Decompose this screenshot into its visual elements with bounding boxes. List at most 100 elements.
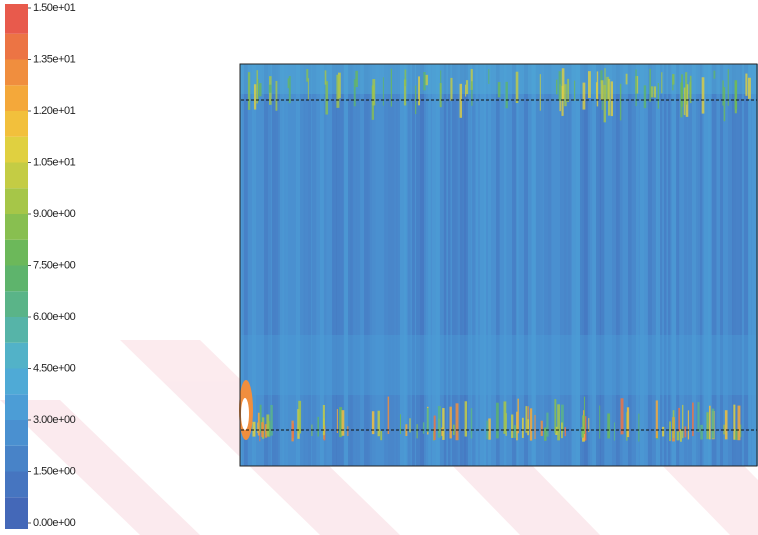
colorbar-band [5, 239, 28, 266]
field-streak [240, 64, 243, 466]
field-streak [368, 64, 376, 466]
colorbar-label: 4.50e+00 [33, 362, 76, 374]
field-spike [708, 405, 711, 440]
field-spike [607, 413, 611, 439]
field-streak [640, 64, 647, 466]
field-spike [292, 423, 294, 439]
field-spike [423, 72, 426, 91]
field-streak [540, 64, 544, 466]
colorbar-band [5, 497, 28, 529]
field-spike [336, 74, 340, 108]
field-streak [360, 64, 364, 466]
field-streak [452, 64, 458, 466]
field-spike [587, 71, 591, 99]
colorbar-band [5, 342, 28, 369]
field-streak [632, 64, 638, 466]
field-spike [517, 398, 519, 434]
field-streak [620, 64, 624, 466]
field-spike [403, 79, 407, 106]
field-spike [338, 72, 341, 99]
colorbar-label: 6.00e+00 [33, 311, 76, 323]
field-spike [534, 414, 536, 440]
field-streak [424, 64, 429, 466]
colorbar-label: 1.05e+01 [33, 156, 76, 168]
field-streak [340, 64, 345, 466]
field-streak [548, 64, 552, 466]
field-spike [488, 69, 490, 84]
field-streak [500, 64, 504, 466]
field-spike [600, 70, 603, 84]
field-spike [606, 76, 610, 101]
field-spike [635, 69, 637, 107]
field-spike [588, 418, 590, 433]
field-streak [592, 64, 599, 466]
field-spike [595, 82, 598, 99]
field-streak [260, 64, 267, 466]
field-streak [428, 64, 431, 466]
field-streak [364, 64, 370, 466]
field-spike [625, 73, 628, 85]
colorbar-band [5, 162, 28, 189]
field-spike [253, 84, 257, 110]
field-spike [464, 401, 468, 437]
field-spike [325, 81, 329, 115]
field-streak [572, 64, 580, 466]
field-streak [280, 64, 288, 466]
colorbar-label: 1.50e+00 [33, 465, 76, 477]
field-spike [574, 80, 576, 101]
field-spike [259, 404, 262, 433]
colorbar-band [5, 136, 28, 163]
field-spike [449, 406, 452, 439]
field-streak [344, 64, 350, 466]
colorbar-band [5, 33, 28, 60]
field-spike [613, 422, 615, 441]
colorbar-label: 3.00e+00 [33, 414, 76, 426]
field-streak [608, 64, 614, 466]
field-spike [643, 85, 647, 109]
field-spike [259, 83, 262, 97]
field-streak [700, 64, 703, 466]
field-spike [676, 431, 680, 441]
field-streak [412, 64, 415, 466]
field-spike [684, 426, 687, 438]
field-spike [689, 75, 692, 104]
field-streak [692, 64, 699, 466]
field-spike [700, 424, 703, 440]
field-spike [638, 413, 640, 442]
field-spike [442, 408, 445, 440]
field-streak [392, 64, 398, 466]
field-band [240, 335, 757, 395]
field-streak [716, 64, 720, 466]
field-streak [400, 64, 407, 466]
field-streak [552, 64, 560, 466]
field-spike [415, 85, 417, 115]
field-streak [636, 64, 639, 466]
field-streak [472, 64, 475, 466]
field-spike [459, 83, 463, 118]
field-spike [713, 70, 716, 79]
field-streak [612, 64, 619, 466]
field-streak [468, 64, 473, 466]
field-spike [298, 400, 302, 434]
field-spike [306, 69, 309, 82]
field-spike [382, 77, 384, 106]
field-spike [567, 78, 570, 102]
colorbar-band [5, 4, 28, 34]
field-streak [680, 64, 684, 466]
field-streak [524, 64, 532, 466]
field-spike [399, 414, 401, 434]
field-spike [307, 78, 309, 101]
field-hotspot [241, 398, 249, 430]
field-spike [455, 403, 459, 441]
field-streak [656, 64, 663, 466]
field-spike [604, 68, 606, 100]
field-spike [527, 406, 529, 433]
field-streak [276, 64, 283, 466]
field-spike [317, 416, 319, 437]
field-spike [555, 426, 558, 435]
field-spike [439, 83, 442, 108]
field-spike [706, 412, 709, 440]
field-spike [561, 68, 565, 99]
field-streak [396, 64, 400, 466]
